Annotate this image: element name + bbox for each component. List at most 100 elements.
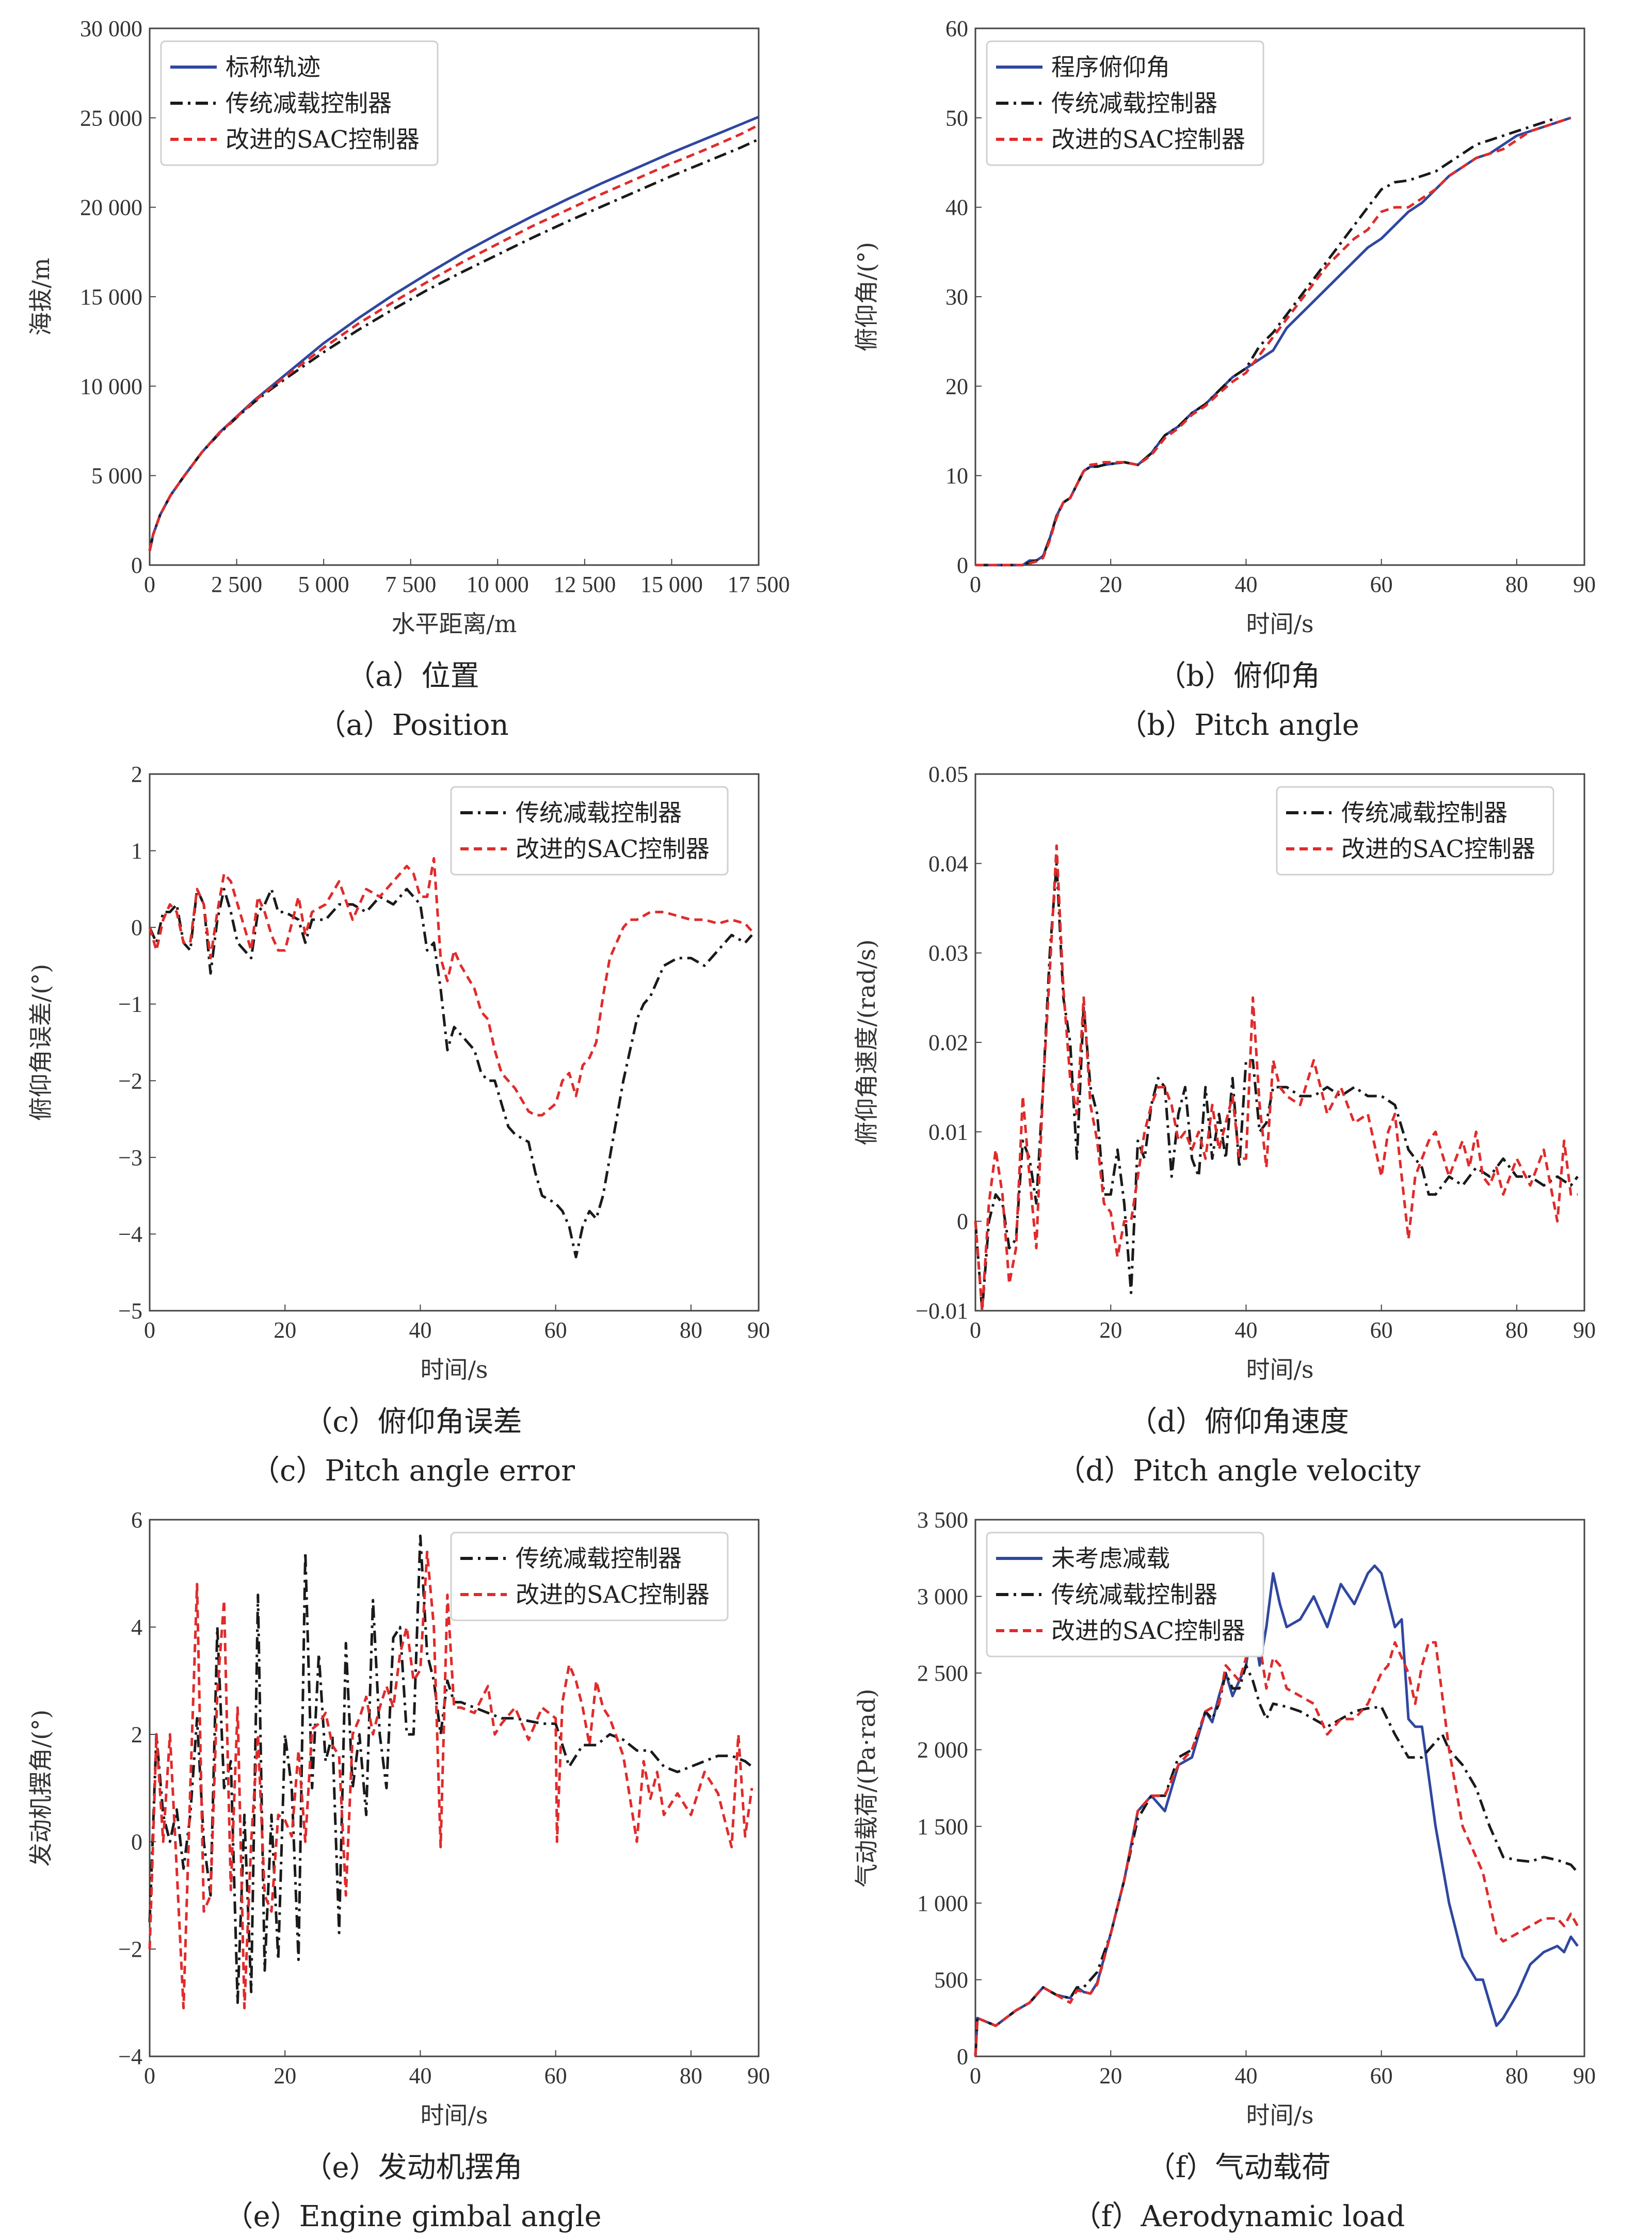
y-tick-label: 0.03	[928, 941, 968, 966]
y-tick-label: 2	[131, 762, 142, 787]
x-tick-label: 90	[747, 1317, 770, 1343]
y-tick-label: 20	[945, 374, 968, 399]
x-axis-label: 时间/s	[420, 1356, 488, 1383]
y-tick-label: 6	[131, 1507, 142, 1533]
plot-frame	[149, 773, 760, 1312]
x-tick-label: 90	[747, 2063, 770, 2088]
x-tick-label: 20	[1099, 1317, 1122, 1343]
x-tick-label: 0	[970, 1317, 981, 1343]
y-tick-label: 500	[934, 1967, 968, 1992]
series-line-dashdot	[148, 138, 760, 551]
x-tick-label: 80	[680, 1317, 702, 1343]
caption-cn: （a）位置	[346, 659, 479, 693]
x-tick-label: 80	[1505, 572, 1528, 597]
panel-d-pitch-velocity: 0 20 40 60 80 90 −0.01 0 0.01 0.02 0.03 0.04 0.05 时间/…	[826, 746, 1651, 1491]
legend-label: 传统减载控制器	[1341, 799, 1507, 827]
series-line-dashdot	[974, 862, 1579, 1312]
y-tick-label: 0	[957, 2044, 968, 2069]
y-tick-label: 1	[131, 839, 142, 864]
legend-box	[986, 1532, 1264, 1657]
y-tick-label: 15 000	[80, 284, 142, 310]
plot-frame	[149, 1519, 760, 2057]
chart-e: 0 20 40 60 80 90 −4 −2 0 2 4 6 时间/s 发动机摆角/(°) 传统减载控制器改…	[27, 1507, 770, 2129]
caption-cn: （f）气动载荷	[1146, 2151, 1331, 2184]
chart-f: 0 20 40 60 80 90 0 500 1 000 1 500 2 000 2 500 3 000…	[853, 1507, 1596, 2129]
x-tick-label: 40	[1234, 572, 1257, 597]
legend-label: 改进的SAC控制器	[516, 1581, 710, 1608]
caption-en: （c）Pitch angle error	[250, 1454, 575, 1488]
chart-a: 0 2 500 5 000 7 500 10 000 12 500 15 000 17 500…	[27, 16, 790, 638]
y-tick-label: 0	[957, 553, 968, 578]
plot-frame	[974, 1519, 1585, 2057]
x-axis-label: 时间/s	[1246, 610, 1313, 638]
y-tick-label: 0	[131, 553, 142, 578]
x-tick-label: 60	[544, 1317, 567, 1343]
series-line-dashdot	[148, 1534, 753, 2004]
caption-cn: （c）俯仰角误差	[303, 1405, 522, 1439]
y-tick-label: 3 500	[917, 1507, 968, 1533]
y-tick-label: 1 000	[917, 1891, 968, 1916]
x-tick-label: 40	[1234, 1317, 1257, 1343]
x-tick-label: 90	[1573, 1317, 1596, 1343]
legend-label: 改进的SAC控制器	[1051, 1617, 1245, 1645]
x-tick-label: 0	[144, 1317, 155, 1343]
legend-box	[986, 40, 1264, 166]
x-tick-label: 2 500	[211, 572, 262, 597]
chart-b: 0 20 40 60 80 90 0 10 20 30 40 50 60 时间/s 俯仰角/(°) 程序俯仰角…	[853, 16, 1596, 638]
legend-label: 标称轨迹	[226, 53, 320, 81]
x-axis-label: 时间/s	[1246, 2101, 1313, 2129]
y-tick-label: 60	[945, 16, 968, 41]
series-line-solid	[148, 116, 759, 551]
x-tick-label: 80	[1505, 2063, 1528, 2088]
legend-label: 改进的SAC控制器	[1341, 835, 1535, 863]
x-tick-label: 7 500	[385, 572, 436, 597]
x-axis-label: 时间/s	[420, 2101, 488, 2129]
series-line-dashed	[974, 1633, 1579, 2057]
x-tick-label: 60	[1370, 572, 1393, 597]
x-tick-label: 20	[1099, 572, 1122, 597]
legend-label: 传统减载控制器	[1051, 89, 1217, 117]
y-axis-label: 海拔/m	[27, 258, 55, 335]
x-tick-label: 80	[1505, 1317, 1528, 1343]
legend-label: 改进的SAC控制器	[226, 125, 420, 153]
y-axis-label: 气动载荷/(Pa·rad)	[853, 1688, 880, 1887]
y-tick-label: −5	[118, 1298, 142, 1324]
series-line-dashdot	[975, 116, 1558, 567]
y-tick-label: 50	[945, 105, 968, 131]
legend-label: 传统减载控制器	[1051, 1581, 1217, 1608]
y-tick-label: −2	[118, 1068, 142, 1093]
y-axis-label: 俯仰角误差/(°)	[27, 964, 55, 1121]
legend-box	[450, 786, 729, 876]
legend-box	[450, 1532, 729, 1621]
y-axis-label: 俯仰角/(°)	[853, 242, 880, 351]
y-tick-label: 40	[945, 195, 968, 220]
x-tick-label: 0	[144, 572, 155, 597]
y-tick-label: 0.05	[928, 762, 968, 787]
caption-cn: （d）俯仰角速度	[1128, 1405, 1349, 1439]
caption-cn: （b）俯仰角	[1157, 659, 1320, 693]
x-tick-label: 90	[1573, 2063, 1596, 2088]
panel-a-position: 0 2 500 5 000 7 500 10 000 12 500 15 000 17 500…	[0, 0, 826, 746]
series-line-dashed	[974, 844, 1578, 1312]
x-axis-label: 水平距离/m	[391, 610, 517, 638]
x-tick-label: 17 500	[728, 572, 790, 597]
y-tick-label: 0.02	[928, 1030, 968, 1055]
caption-en: （b）Pitch angle	[1118, 709, 1359, 742]
legend-label: 传统减载控制器	[516, 799, 682, 827]
x-tick-label: 20	[274, 2063, 296, 2088]
y-tick-label: 3 000	[917, 1584, 968, 1610]
legend-box	[160, 40, 439, 166]
legend-label: 改进的SAC控制器	[516, 835, 710, 863]
y-tick-label: 2 500	[917, 1661, 968, 1686]
series-line-dashed	[148, 123, 760, 551]
panel-b-pitch-angle: 0 20 40 60 80 90 0 10 20 30 40 50 60 时间/s 俯仰角/(°) 程序俯仰角…	[826, 0, 1651, 746]
x-tick-label: 15 000	[640, 572, 703, 597]
x-tick-label: 0	[970, 2063, 981, 2088]
caption-en: （f）Aerodynamic load	[1072, 2200, 1405, 2233]
y-tick-label: −3	[118, 1145, 142, 1170]
